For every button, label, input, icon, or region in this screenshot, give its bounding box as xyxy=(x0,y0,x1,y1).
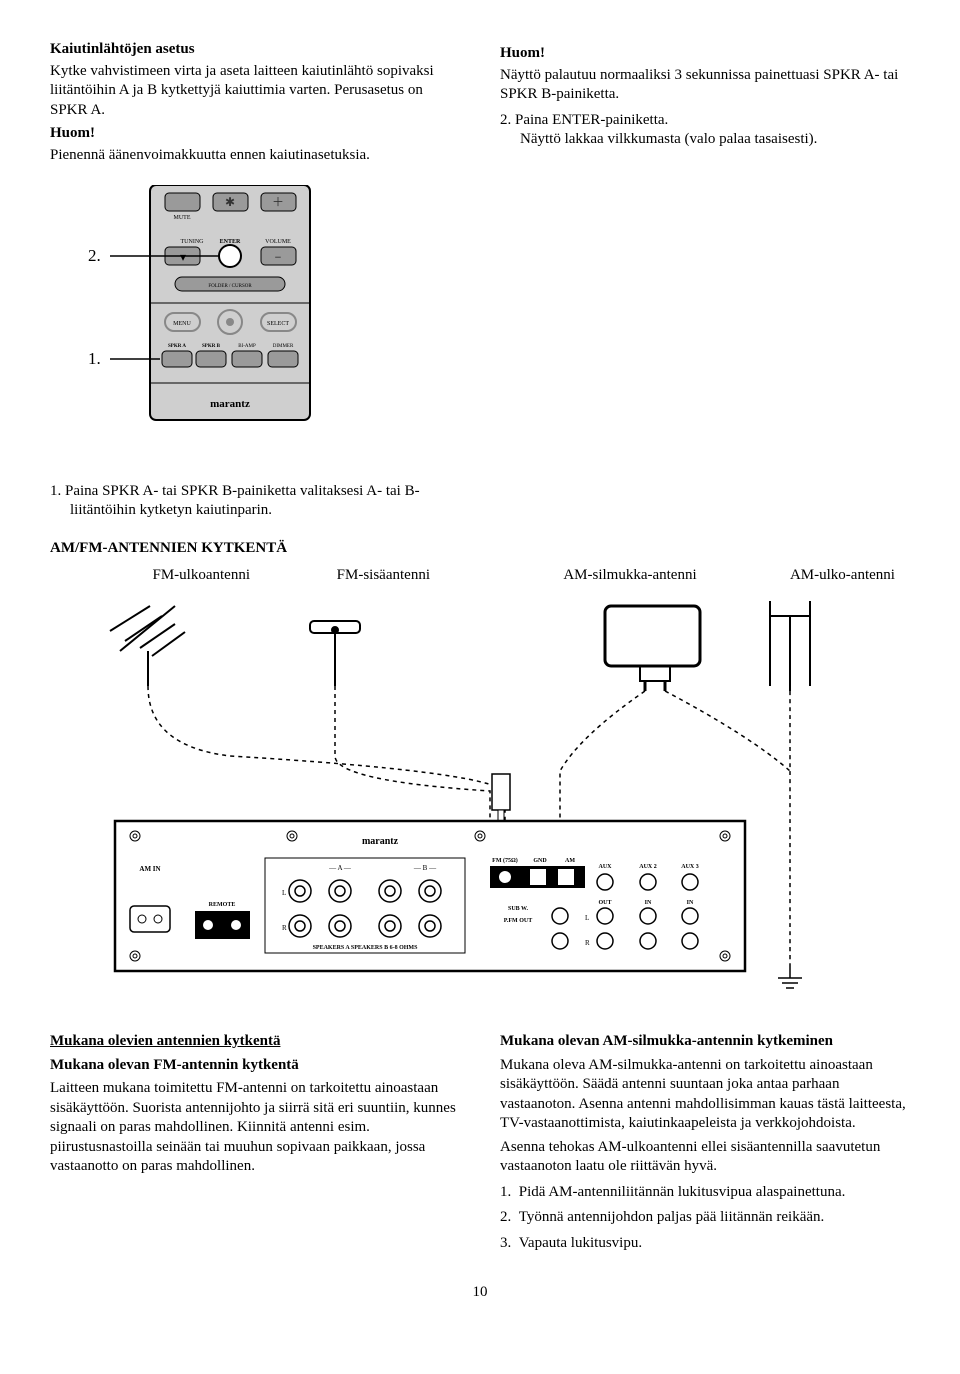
svg-text:L: L xyxy=(282,889,286,897)
step-2-text-b: Näyttö lakkaa vilkkumasta (valo palaa ta… xyxy=(520,131,817,147)
am-outdoor-label: AM-ulko-antenni xyxy=(790,566,910,586)
fm-indoor-label: FM-sisäantenni xyxy=(337,566,477,586)
note-label: Huom! xyxy=(50,124,460,144)
list-item-1: 1. Pidä AM-antenniliitännän lukitusvipua… xyxy=(500,1183,910,1203)
svg-text:FOLDER / CURSOR: FOLDER / CURSOR xyxy=(208,284,252,289)
bundled-antennas-heading: Mukana olevien antennien kytkentä xyxy=(50,1032,460,1052)
svg-text:AUX 3: AUX 3 xyxy=(681,864,699,870)
svg-text:AUX 2: AUX 2 xyxy=(639,864,657,870)
svg-text:DIMMER: DIMMER xyxy=(273,344,294,349)
list-item-1-text: Pidä AM-antenniliitännän lukitusvipua al… xyxy=(519,1184,846,1200)
svg-text:REMOTE: REMOTE xyxy=(209,902,236,908)
fm-antenna-heading: Mukana olevan FM-antennin kytkentä xyxy=(50,1056,460,1076)
svg-text:SELECT: SELECT xyxy=(267,321,289,327)
svg-text:▾: ▾ xyxy=(180,250,186,264)
am-loop-text1: Mukana oleva AM-silmukka-antenni on tark… xyxy=(500,1056,910,1134)
step-2-text: Paina ENTER-painiketta. xyxy=(515,112,668,128)
antenna-labels-row: FM-ulkoantenni FM-sisäantenni AM-silmukk… xyxy=(50,566,910,586)
fm-outdoor-label: FM-ulkoantenni xyxy=(50,566,250,586)
rear-panel-svg: AM IN marantz — A — — B — L R SPEAKERS A… xyxy=(50,596,870,996)
am-loop-heading: Mukana olevan AM-silmukka-antennin kytke… xyxy=(500,1032,910,1052)
svg-text:MUTE: MUTE xyxy=(174,215,191,221)
bottom-right-column: Mukana olevan AM-silmukka-antennin kytke… xyxy=(500,1032,910,1253)
svg-text:IN: IN xyxy=(687,900,694,906)
top-section: Kaiutinlähtöjen asetus Kytke vahvistimee… xyxy=(50,40,910,462)
bottom-left-column: Mukana olevien antennien kytkentä Mukana… xyxy=(50,1032,460,1253)
antenna-section-title: AM/FM-ANTENNIEN KYTKENTÄ xyxy=(50,539,910,559)
step-1: 1. Paina SPKR A- tai SPKR B-painiketta v… xyxy=(50,482,450,521)
am-loop-text2: Asenna tehokas AM-ulkoantenni ellei sisä… xyxy=(500,1138,910,1177)
svg-text:R: R xyxy=(282,924,287,932)
svg-text:FM (75Ω): FM (75Ω) xyxy=(492,857,518,864)
svg-text:R: R xyxy=(585,939,590,947)
list-item-3: 3. Vapauta lukitusvipu. xyxy=(500,1234,910,1254)
svg-text:MENU: MENU xyxy=(173,321,191,327)
svg-text:P.FM OUT: P.FM OUT xyxy=(504,918,532,924)
svg-text:OUT: OUT xyxy=(598,900,611,906)
top-right-column: Huom! Näyttö palautuu normaaliksi 3 seku… xyxy=(500,40,910,462)
list-item-2: 2. Työnnä antennijohdon paljas pää liitä… xyxy=(500,1208,910,1228)
svg-text:−: − xyxy=(275,250,282,264)
svg-text:1.: 1. xyxy=(88,349,101,368)
rear-panel-diagram: AM IN marantz — A — — B — L R SPEAKERS A… xyxy=(50,596,910,1003)
svg-text:— B —: — B — xyxy=(413,864,437,872)
step-2: 2. Paina ENTER-painiketta. Näyttö lakkaa… xyxy=(500,111,910,150)
svg-text:GND: GND xyxy=(533,858,547,864)
svg-text:TUNING: TUNING xyxy=(181,239,205,245)
bottom-section: Mukana olevien antennien kytkentä Mukana… xyxy=(50,1032,910,1253)
speaker-setup-text: Kytke vahvistimeen virta ja aseta laitte… xyxy=(50,62,460,121)
svg-text:SUB W.: SUB W. xyxy=(508,906,529,912)
svg-text:＋: ＋ xyxy=(272,195,284,209)
svg-text:AM: AM xyxy=(565,858,575,864)
remote-figure: MUTE ✱ ＋ TUNING ENTER VOLUME ▾ − FOLDER … xyxy=(80,185,460,452)
remote-svg: MUTE ✱ ＋ TUNING ENTER VOLUME ▾ − FOLDER … xyxy=(80,185,360,445)
svg-text:SPKR A: SPKR A xyxy=(168,344,186,349)
top-left-column: Kaiutinlähtöjen asetus Kytke vahvistimee… xyxy=(50,40,460,462)
note-text-right: Näyttö palautuu normaaliksi 3 sekunnissa… xyxy=(500,66,910,105)
svg-text:marantz: marantz xyxy=(210,398,250,410)
list-item-3-text: Vapauta lukitusvipu. xyxy=(519,1235,642,1251)
svg-text:2.: 2. xyxy=(88,246,101,265)
svg-text:SPEAKERS A SPEAKERS B 6-8 O: SPEAKERS A SPEAKERS B 6-8 OHMS xyxy=(313,945,419,951)
note-label-right: Huom! xyxy=(500,44,910,64)
am-loop-label: AM-silmukka-antenni xyxy=(563,566,703,586)
fm-antenna-text: Laitteen mukana toimitettu FM-antenni on… xyxy=(50,1079,460,1177)
step-1-text: Paina SPKR A- tai SPKR B-painiketta vali… xyxy=(65,483,420,519)
svg-text:SPKR B: SPKR B xyxy=(202,344,221,349)
svg-text:marantz: marantz xyxy=(362,836,399,847)
note-text: Pienennä äänenvoimakkuutta ennen kaiutin… xyxy=(50,146,460,166)
svg-text:AM IN: AM IN xyxy=(139,865,160,873)
svg-text:AUX: AUX xyxy=(599,864,613,870)
speaker-setup-heading: Kaiutinlähtöjen asetus xyxy=(50,40,460,60)
svg-text:✱: ✱ xyxy=(225,195,235,209)
svg-text:IN: IN xyxy=(645,900,652,906)
svg-text:BI-AMP: BI-AMP xyxy=(238,344,256,349)
svg-text:L: L xyxy=(585,914,589,922)
svg-text:— A —: — A — xyxy=(328,864,352,872)
list-item-2-text: Työnnä antennijohdon paljas pää liitännä… xyxy=(519,1209,825,1225)
svg-text:VOLUME: VOLUME xyxy=(265,239,291,245)
page-number: 10 xyxy=(50,1283,910,1303)
